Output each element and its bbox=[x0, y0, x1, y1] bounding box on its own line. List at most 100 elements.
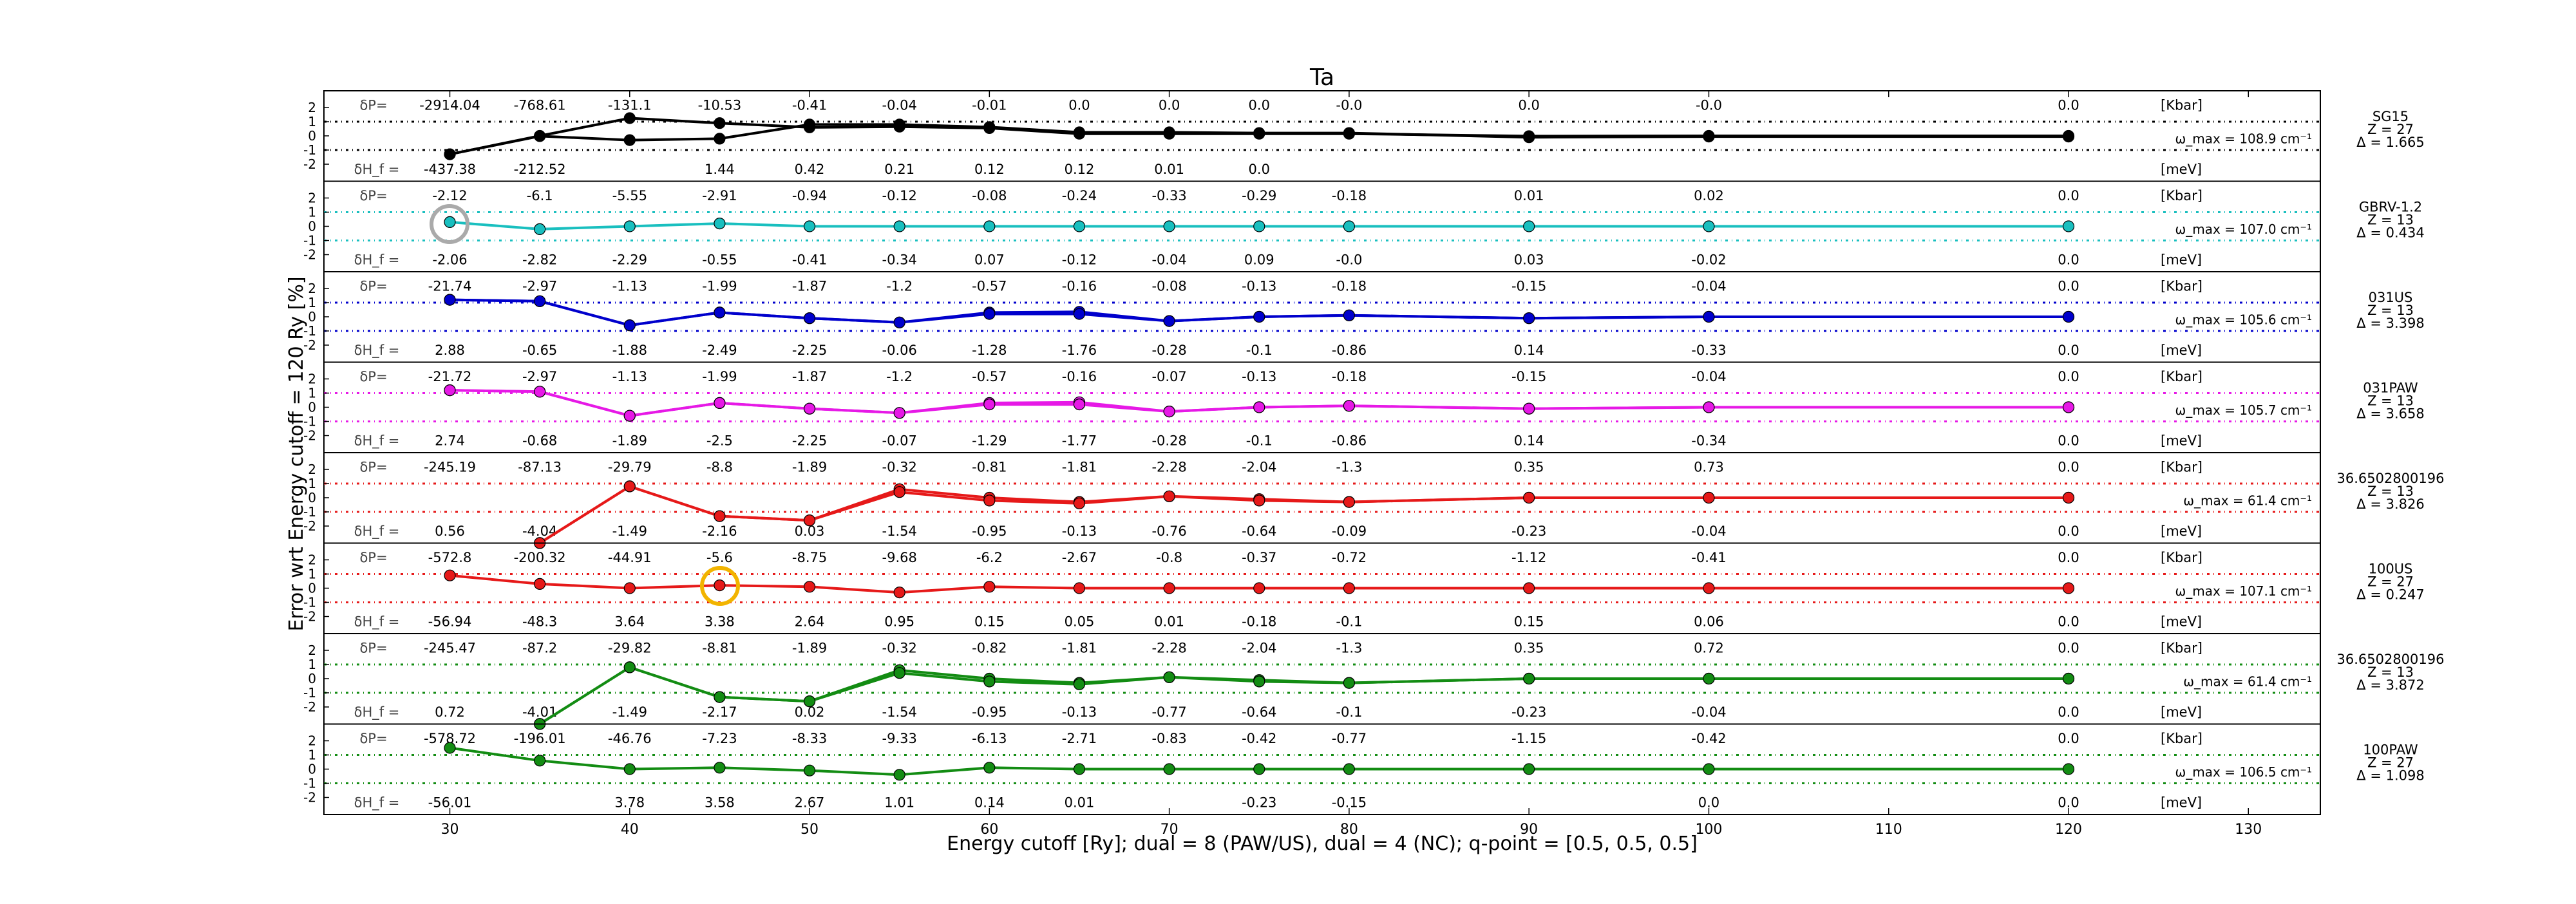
y-tick-label: -2 bbox=[303, 428, 316, 444]
y-tick-label: -2 bbox=[303, 699, 316, 715]
data-point bbox=[983, 494, 996, 507]
dp-label: δP= bbox=[359, 641, 387, 656]
data-point bbox=[2062, 491, 2075, 504]
y-tick-label: 1 bbox=[308, 476, 316, 491]
y-tick-label: 0 bbox=[308, 219, 316, 234]
data-point bbox=[1703, 491, 1715, 504]
dp-value: 0.35 bbox=[1514, 460, 1544, 475]
omega-label: ω_max = 107.1 cm⁻¹ bbox=[2175, 583, 2312, 599]
data-point bbox=[1073, 678, 1086, 690]
dh-value: 3.38 bbox=[705, 614, 735, 629]
omega-label: ω_max = 61.4 cm⁻¹ bbox=[2183, 493, 2312, 509]
data-point bbox=[714, 117, 726, 129]
series-name: 36.6502800196 bbox=[2336, 652, 2444, 667]
data-point bbox=[1253, 582, 1265, 594]
x-tick-label: 120 bbox=[2055, 822, 2082, 838]
dp-label: δP= bbox=[359, 369, 387, 384]
panel-1: 210-1-2 δP= δH_f = -2.12 -2.06 -6.1 -2.82 -5.55… bbox=[303, 180, 2425, 268]
dh-value: -0.86 bbox=[1332, 433, 1367, 448]
dh-value: -0.76 bbox=[1151, 523, 1186, 539]
dp-value: -0.81 bbox=[972, 460, 1007, 475]
y-tick-label: -1 bbox=[303, 504, 316, 520]
dp-value: -0.42 bbox=[1691, 731, 1726, 746]
panel-2: 210-1-2 δP= δH_f = -21.74 2.88 -2.97 -0.65 -1.1… bbox=[303, 271, 2425, 359]
series-name: 100PAW bbox=[2363, 742, 2418, 758]
dh-value: -2.16 bbox=[702, 523, 737, 539]
dp-value: -1.87 bbox=[792, 279, 827, 294]
omega-label: ω_max = 106.5 cm⁻¹ bbox=[2175, 764, 2312, 780]
data-point bbox=[1523, 402, 1535, 415]
data-point bbox=[623, 220, 636, 232]
series-z: Z = 13 bbox=[2367, 303, 2414, 318]
dp-value: 0.72 bbox=[1694, 641, 1724, 656]
y-tick-label: 0 bbox=[308, 309, 316, 325]
dh-value: 2.88 bbox=[435, 343, 465, 358]
y-tick-label: 2 bbox=[308, 733, 316, 749]
data-point bbox=[1163, 490, 1175, 502]
dp-value: -29.79 bbox=[608, 460, 652, 475]
dh-value: -0.04 bbox=[1151, 252, 1186, 267]
y-tick-label: 2 bbox=[308, 643, 316, 658]
dp-value: -21.74 bbox=[428, 279, 472, 294]
dh-value: -0.28 bbox=[1151, 433, 1186, 448]
data-point bbox=[444, 294, 456, 306]
y-tick-label: 2 bbox=[308, 552, 316, 568]
dh-value: 0.12 bbox=[974, 162, 1005, 177]
dh-unit: [meV] bbox=[2161, 614, 2202, 629]
data-point bbox=[1523, 131, 1535, 144]
data-point bbox=[534, 578, 546, 590]
dp-value: -2.04 bbox=[1242, 641, 1276, 656]
dh-value: -1.29 bbox=[972, 433, 1007, 448]
dh-value: -0.68 bbox=[522, 433, 557, 448]
data-point bbox=[983, 398, 996, 411]
data-point bbox=[623, 134, 636, 146]
dp-value: -1.15 bbox=[1511, 731, 1546, 746]
dh-value: -0.07 bbox=[882, 433, 917, 448]
dh-value: -1.54 bbox=[882, 523, 917, 539]
dh-value: -0.23 bbox=[1511, 704, 1546, 720]
dh-value: -0.1 bbox=[1246, 343, 1273, 358]
dh-value: -0.41 bbox=[792, 252, 827, 267]
dp-value: -0.82 bbox=[972, 641, 1007, 656]
series-delta: Δ = 1.665 bbox=[2356, 135, 2424, 150]
dp-value: 0.0 bbox=[2058, 188, 2079, 203]
data-point bbox=[1703, 582, 1715, 594]
data-point bbox=[714, 762, 726, 774]
data-point bbox=[1343, 220, 1355, 232]
y-tick-label: 2 bbox=[308, 281, 316, 296]
dh-value: 0.06 bbox=[1694, 614, 1724, 629]
data-point bbox=[2062, 310, 2075, 323]
data-point bbox=[444, 742, 456, 754]
series-line bbox=[539, 666, 2069, 726]
dh-label: δH_f = bbox=[354, 614, 400, 630]
data-point bbox=[1523, 312, 1535, 325]
data-point bbox=[623, 661, 636, 673]
y-tick-label: -2 bbox=[303, 156, 316, 172]
data-point bbox=[803, 764, 816, 777]
series-name: 031PAW bbox=[2363, 381, 2418, 396]
dp-value: -10.53 bbox=[698, 98, 742, 113]
dp-value: 0.0 bbox=[2058, 641, 2079, 656]
dh-value: 0.14 bbox=[1514, 343, 1544, 358]
data-point bbox=[1703, 310, 1715, 323]
dh-value: -0.95 bbox=[972, 523, 1007, 539]
series-z: Z = 27 bbox=[2367, 122, 2414, 137]
dp-value: -0.16 bbox=[1062, 279, 1097, 294]
dh-unit: [meV] bbox=[2161, 433, 2202, 448]
dh-value: 1.01 bbox=[884, 795, 914, 810]
y-tick-label: -1 bbox=[303, 414, 316, 429]
series-z: Z = 13 bbox=[2367, 484, 2414, 499]
dp-value: -0.94 bbox=[792, 188, 827, 203]
data-point bbox=[983, 762, 996, 774]
omega-label: ω_max = 105.6 cm⁻¹ bbox=[2175, 312, 2312, 328]
series-z: Z = 13 bbox=[2367, 212, 2414, 228]
dh-value: 0.21 bbox=[884, 162, 914, 177]
dh-value: 0.42 bbox=[795, 162, 825, 177]
data-point bbox=[893, 586, 905, 599]
y-tick-label: 1 bbox=[308, 657, 316, 672]
dh-value: -0.1 bbox=[1336, 614, 1362, 629]
dh-value: -0.02 bbox=[1691, 252, 1726, 267]
dp-value: -6.1 bbox=[527, 188, 553, 203]
data-point bbox=[444, 216, 456, 228]
data-point bbox=[444, 384, 456, 397]
